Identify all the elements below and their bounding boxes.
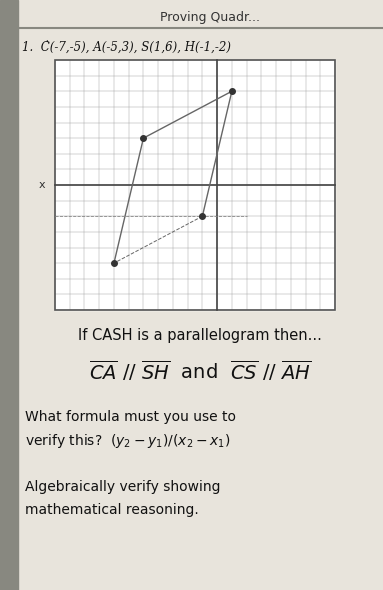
Text: What formula must you use to: What formula must you use to [25,410,236,424]
Bar [55,60,335,310]
Bar [55,60,335,310]
Text: x: x [38,180,45,190]
Text: $\overline{CA}$ // $\overline{SH}$  and  $\overline{CS}$ // $\overline{AH}$: $\overline{CA}$ // $\overline{SH}$ and $… [89,358,311,383]
Bar [0,0,18,590]
Text: If CASH is a parallelogram then...: If CASH is a parallelogram then... [78,328,322,343]
Text: Algebraically verify showing: Algebraically verify showing [25,480,221,494]
Text: verify this?  $(y_2-y_1)/(x_2-x_1)$: verify this? $(y_2-y_1)/(x_2-x_1)$ [25,432,231,450]
Text: 1.  Ċ(-7,-5), A(-5,3), S(1,6), H(-1,-2): 1. Ċ(-7,-5), A(-5,3), S(1,6), H(-1,-2) [22,41,231,54]
Text: Proving Quadr...: Proving Quadr... [160,11,260,25]
Text: mathematical reasoning.: mathematical reasoning. [25,503,199,517]
